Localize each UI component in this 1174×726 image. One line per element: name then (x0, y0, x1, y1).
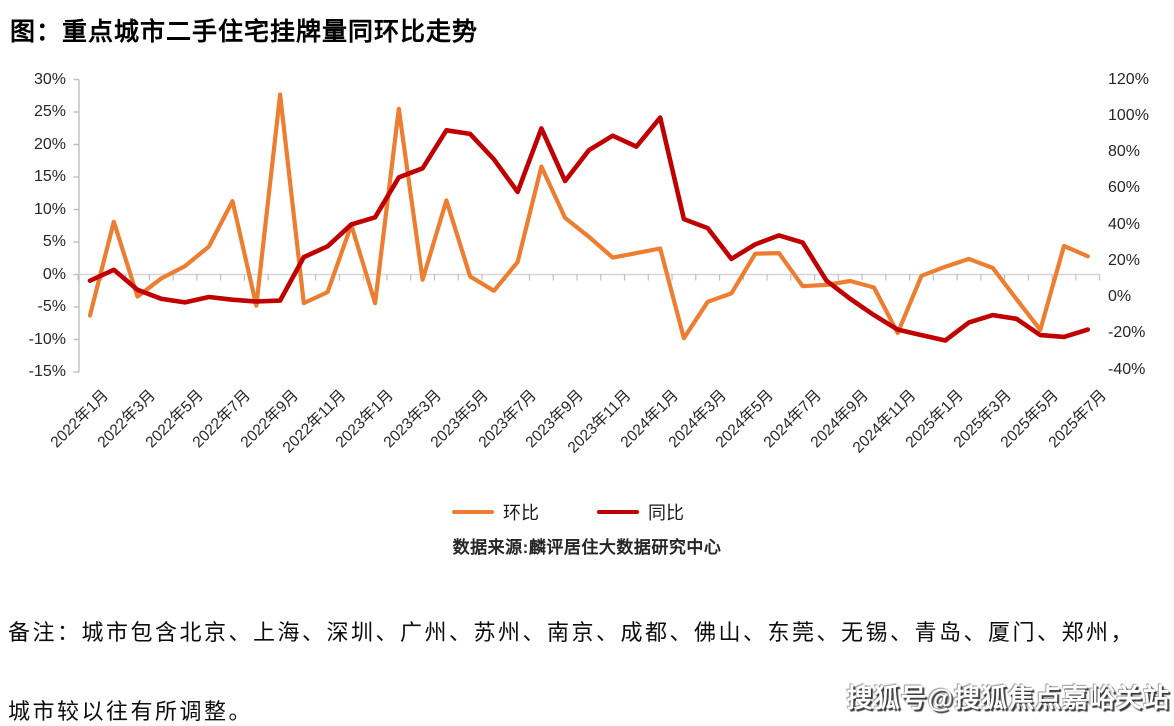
left-axis-tick-label: 10% (33, 200, 66, 218)
left-axis-tick-label: -10% (28, 330, 66, 348)
watermark: 搜狐号@搜狐焦点嘉峪关站 (846, 683, 1170, 713)
right-axis-tick-label: 60% (1108, 179, 1141, 197)
mom-line-swatch (452, 509, 494, 515)
left-axis-tick-label: 20% (33, 135, 66, 153)
left-axis-tick-label: 5% (42, 233, 66, 250)
left-axis-tick-label: -5% (37, 298, 66, 315)
right-axis-tick-label: 40% (1108, 215, 1141, 233)
right-axis-tick-label: 120% (1108, 70, 1149, 88)
left-axis-tick-label: 15% (33, 168, 66, 185)
chart-title: 图：重点城市二手住宅挂牌量同环比走势 (10, 18, 479, 46)
legend-label-mom: 环比 (503, 503, 539, 523)
note-line-2: 城市较以往有所调整。 (8, 699, 254, 724)
legend-label-yoy: 同比 (648, 503, 684, 523)
left-axis-tick-label: 0% (42, 265, 66, 283)
chart-canvas (73, 78, 1101, 373)
right-axis-tick-label: 0% (1108, 288, 1132, 305)
yoy-line-swatch (597, 509, 639, 515)
legend-item-mom: 环比 (452, 499, 539, 525)
note-line-1: 备注：城市包含北京、上海、深圳、广州、苏州、南京、成都、佛山、东莞、无锡、青岛、… (8, 620, 1136, 645)
legend-item-yoy: 同比 (597, 499, 684, 525)
right-axis-tick-label: -20% (1108, 324, 1146, 342)
data-source: 数据来源:麟评居住大数据研究中心 (452, 538, 722, 557)
right-axis-tick-label: 80% (1108, 143, 1141, 160)
left-axis-tick-label: 25% (33, 103, 66, 120)
right-axis-tick-label: 100% (1108, 106, 1149, 124)
left-axis-tick-label: -15% (28, 363, 66, 380)
left-axis-tick-label: 30% (33, 70, 66, 88)
right-axis-tick-label: 20% (1108, 251, 1141, 269)
notes: 备注：城市包含北京、上海、深圳、广州、苏州、南京、成都、佛山、东莞、无锡、青岛、… (8, 615, 1168, 726)
line-chart: 30% 25% 20% 15% 10% 5% 0% -5% -10% -15% 120% 100% 8… (28, 70, 1149, 457)
legend: 环比 同比 (0, 499, 1174, 525)
right-axis-tick-label: -40% (1108, 360, 1146, 378)
